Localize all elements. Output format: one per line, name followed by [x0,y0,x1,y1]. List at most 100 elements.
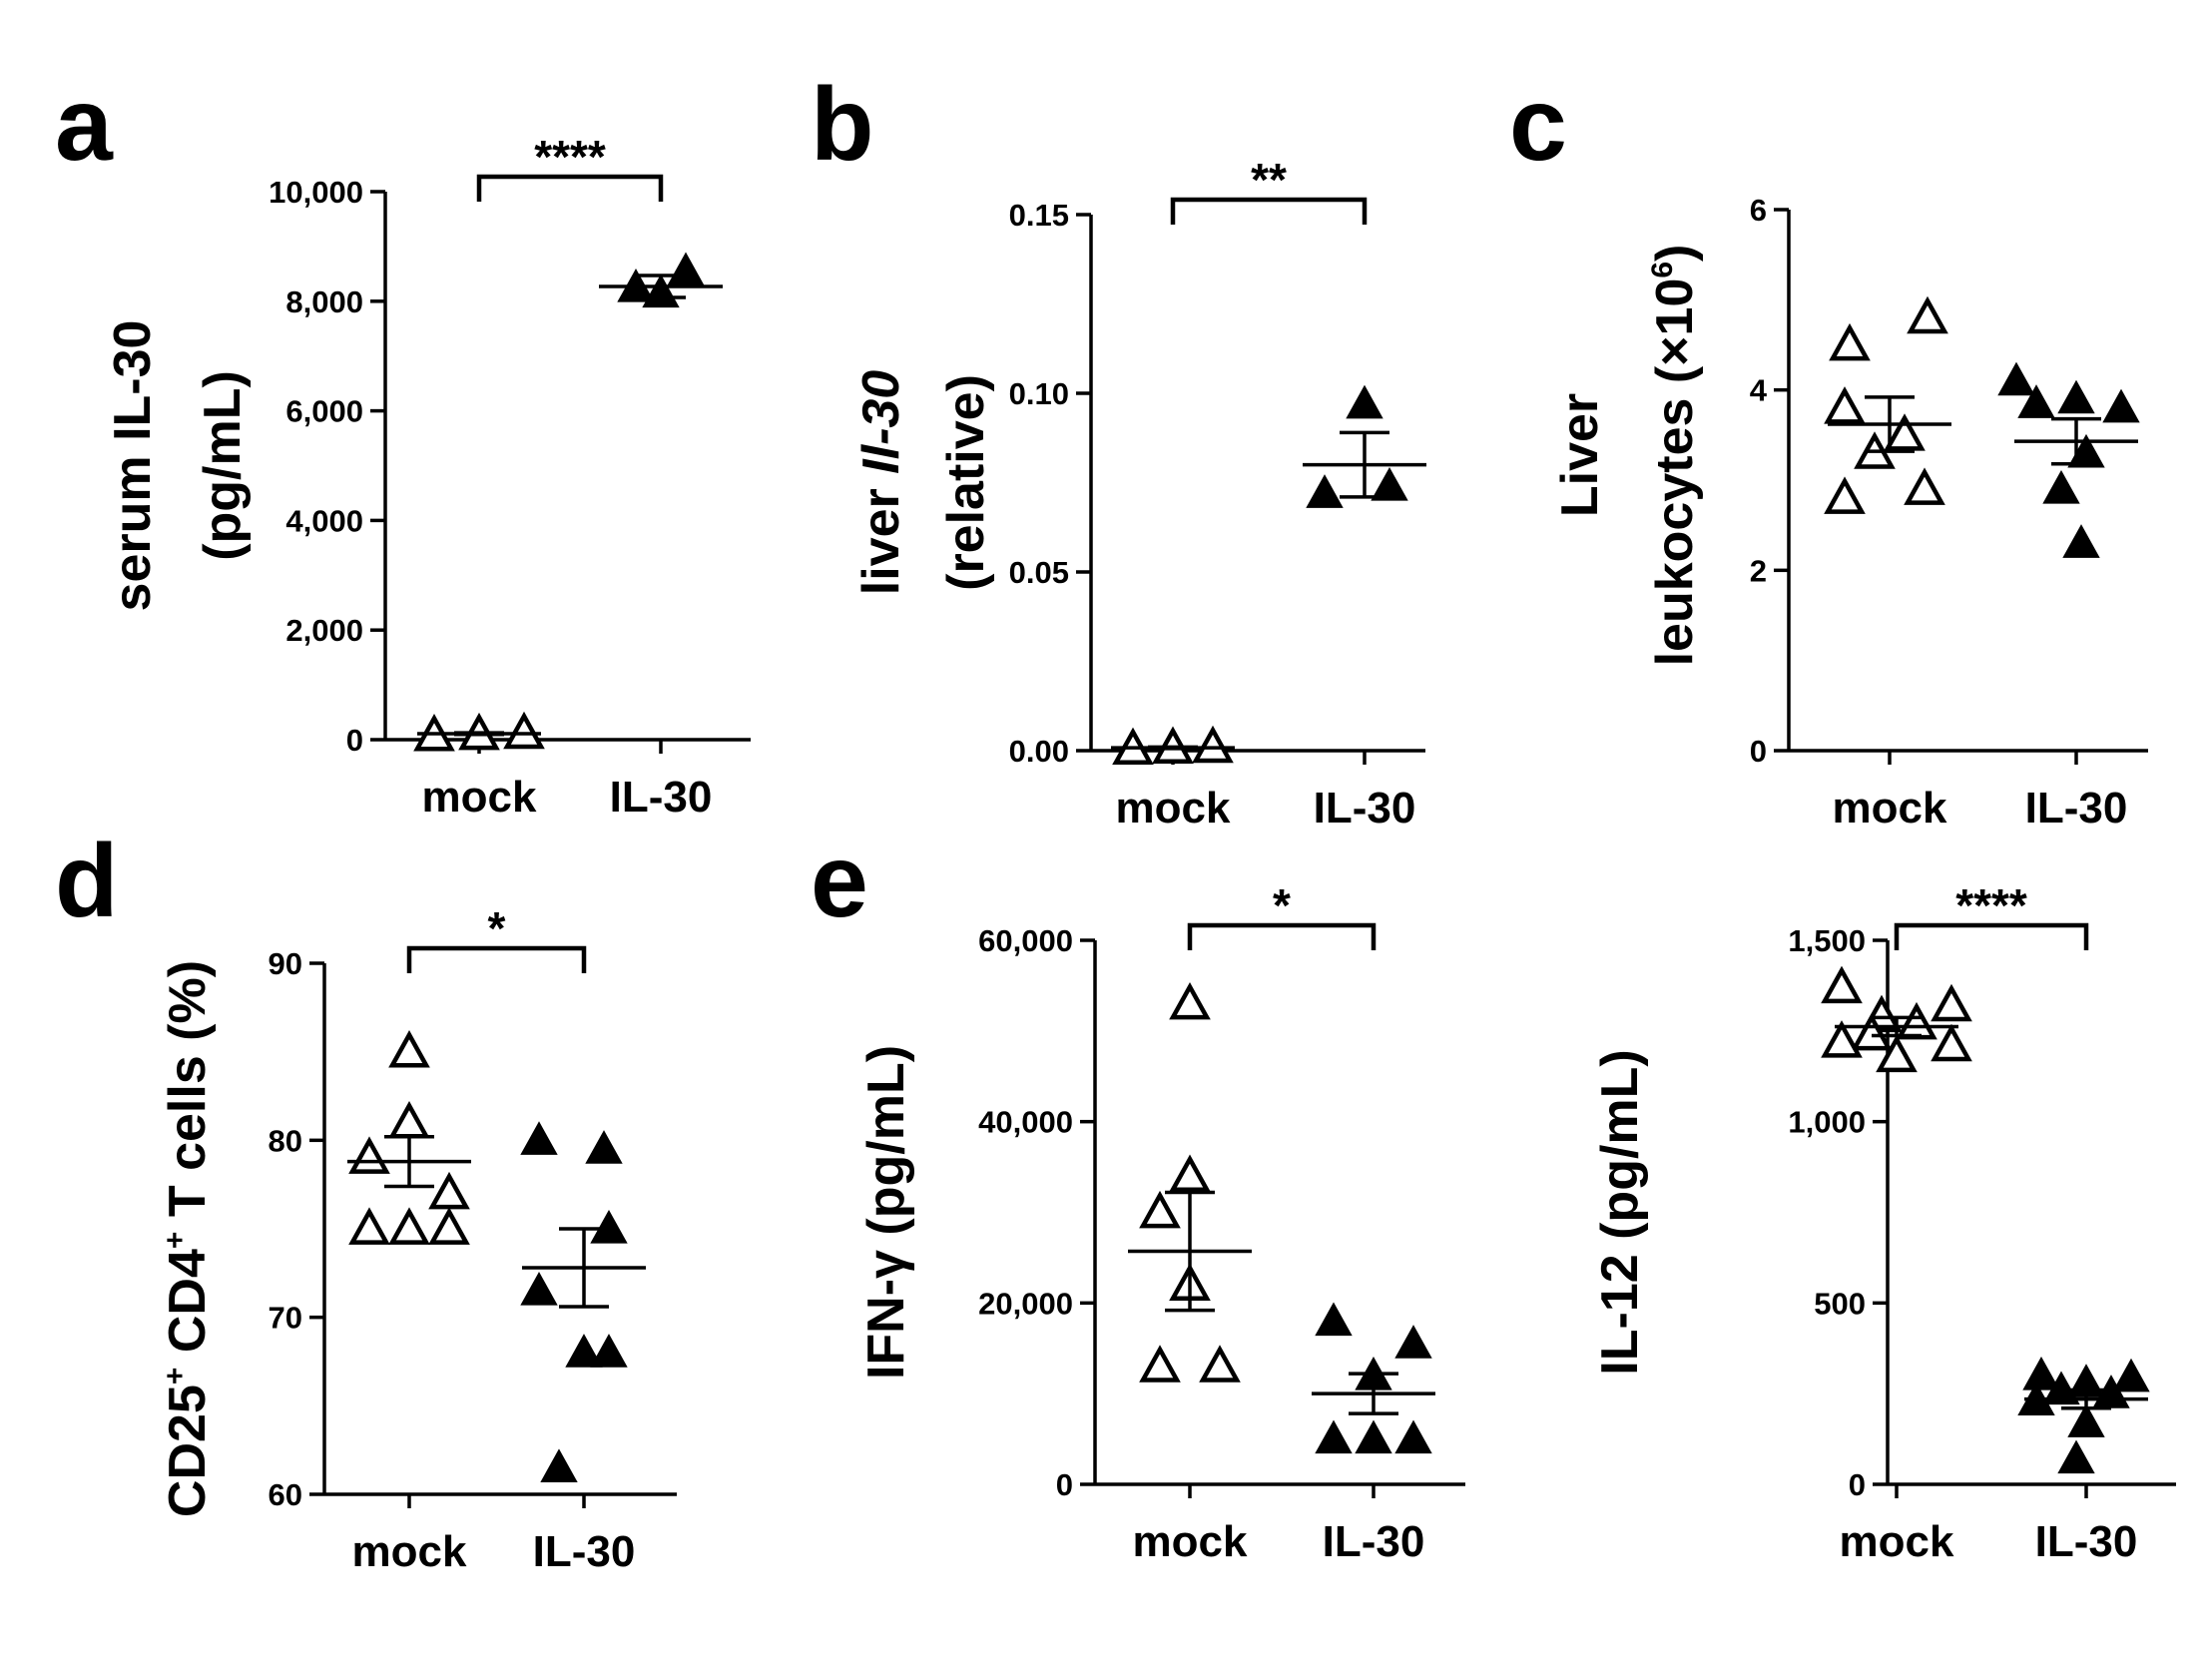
x-category-label: mock [352,1527,467,1576]
x-category-label: IL-30 [1314,784,1416,833]
panel-b: b 0.00 0.05 0.10 0.15 mock IL-30 liver Il-30 (re… [811,67,1426,833]
y-tick-label: 0 [346,723,363,758]
data-point-mock [348,1136,390,1174]
x-category-label: mock [1133,1517,1248,1566]
y-tick-label: 1,500 [1788,923,1866,958]
data-point-mock [1139,1190,1181,1229]
data-point-IL-30 [1315,1419,1353,1454]
y-tick-label: 1,000 [1788,1105,1866,1140]
data-point-mock [1169,981,1211,1020]
data-point-mock [1821,965,1863,1004]
data-point-IL-30 [2057,1439,2095,1474]
data-point-mock [1192,725,1234,764]
data-point-IL-30 [540,1448,578,1482]
y-tick-label: 0.10 [1009,376,1069,411]
data-point-mock [388,1207,430,1245]
y-axis-label: IL-12 (pg/mL) [1591,1049,1649,1375]
data-point-mock [1907,295,1948,334]
data-point-mock [1169,1154,1211,1193]
data-point-mock [1139,1345,1181,1383]
y-tick-label: 4,000 [285,503,363,538]
data-point-mock [428,1171,470,1210]
x-category-label: IL-30 [2035,1517,2138,1566]
y-tick-label: 500 [1814,1286,1866,1321]
data-point-IL-30 [2112,1358,2150,1392]
y-axis-label: (relative) [937,374,995,591]
data-point-IL-30 [2022,1356,2060,1391]
x-category-label: mock [422,773,537,822]
data-point-IL-30 [2067,1403,2105,1437]
x-category-label: IL-30 [2025,784,2128,833]
significance-stars: ** [1251,154,1287,206]
data-point-IL-30 [2057,379,2095,414]
y-tick-label: 90 [269,946,302,981]
data-point-IL-30 [1371,467,1408,501]
significance-stars: * [1273,879,1291,931]
panel-letter: e [811,824,868,939]
data-point-mock [1904,467,1945,505]
data-point-IL-30 [1394,1419,1432,1454]
data-point-mock [1824,386,1866,424]
significance-stars: **** [534,131,606,183]
data-point-mock [1931,1023,1972,1062]
data-point-IL-30 [1306,474,1344,508]
y-tick-label: 10,000 [269,175,363,210]
y-tick-label: 4 [1750,373,1768,408]
significance-bracket [1894,922,2089,950]
data-point-IL-30 [2062,524,2100,558]
data-point-mock [1896,1001,1937,1040]
data-point-IL-30 [520,1272,558,1306]
y-tick-label: 6,000 [285,394,363,429]
significance-bracket [476,174,664,202]
y-tick-label: 0.05 [1009,555,1069,590]
y-axis-label: CD25+ CD4+ T cells (%) [159,960,217,1517]
data-point-IL-30 [565,1334,603,1368]
y-axis-label: (pg/mL) [194,370,252,561]
data-point-IL-30 [2102,388,2140,423]
x-category-label: IL-30 [533,1527,636,1576]
panel-e1: e 0 20,000 40,000 60,000 mock IL-30 IFN-γ (pg/m… [811,824,1465,1566]
y-tick-label: 0.15 [1009,198,1069,233]
y-axis-label: serum IL-30 [104,320,162,612]
y-tick-label: 80 [269,1123,302,1158]
y-axis-label: liver Il-30 [852,370,910,596]
data-point-IL-30 [1346,384,1383,419]
y-tick-label: 70 [269,1301,302,1336]
data-point-mock [348,1207,390,1245]
y-tick-label: 0 [1750,734,1767,769]
y-axis-label: IFN-γ (pg/mL) [857,1045,915,1380]
data-point-mock [1876,1034,1918,1073]
data-point-mock [1824,476,1866,514]
x-category-label: mock [1833,784,1947,833]
significance-bracket [1187,922,1377,950]
significance-stars: **** [1955,879,2027,931]
panel-letter: c [1509,67,1567,183]
data-point-IL-30 [1355,1419,1392,1454]
data-point-IL-30 [520,1121,558,1155]
data-point-mock [1931,983,1972,1022]
panel-letter: d [55,824,119,939]
data-point-IL-30 [2042,469,2080,504]
y-tick-label: 0 [1849,1467,1866,1502]
data-point-mock [388,1100,430,1139]
y-tick-label: 0 [1056,1467,1073,1502]
data-point-IL-30 [590,1334,628,1368]
panel-letter: b [811,67,874,183]
data-point-IL-30 [2017,384,2055,418]
y-tick-label: 60 [269,1477,302,1512]
data-point-mock [1851,1012,1893,1051]
panel-e2: 0 500 1,000 1,500 mock IL-30 IL-12 (pg/mL) **** [1591,879,2176,1566]
x-category-label: IL-30 [610,773,713,822]
data-point-IL-30 [1394,1325,1432,1359]
panel-d: d 60 70 80 90 mock IL-30 CD25+ CD4+ T cells (%)… [55,824,677,1576]
x-category-label: mock [1840,1517,1954,1566]
data-point-mock [388,1030,430,1068]
data-point-IL-30 [667,252,705,286]
data-point-mock [1199,1345,1241,1383]
data-point-mock [428,1207,470,1245]
y-tick-label: 20,000 [978,1286,1073,1321]
y-tick-label: 60,000 [978,923,1073,958]
data-point-mock [1829,322,1871,361]
panel-letter: a [55,67,114,183]
